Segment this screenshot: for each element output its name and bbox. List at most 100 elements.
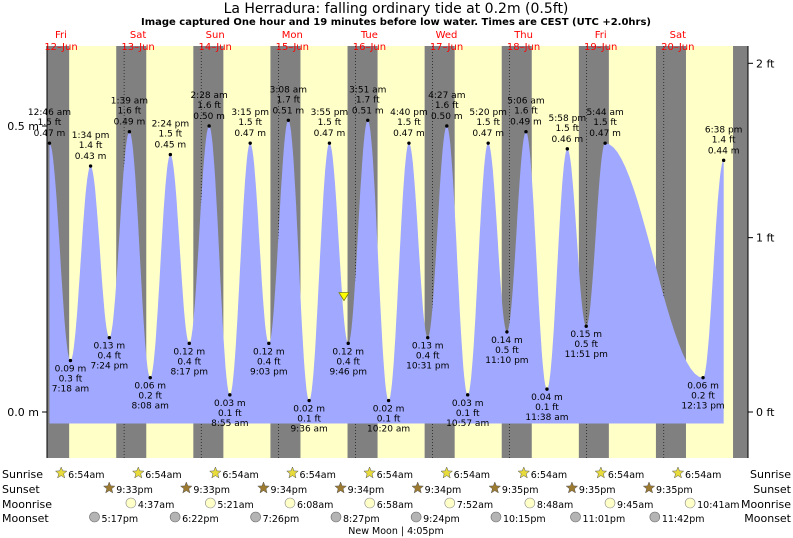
high-tide-meters: 0.47 m [472, 129, 504, 139]
date-label: 15–Jun [276, 42, 309, 53]
sunrise-icon [594, 466, 608, 479]
low-tide-feet: 0.1 ft [535, 403, 559, 413]
low-tide-feet: 0.4 ft [97, 352, 121, 362]
tide-point [228, 393, 232, 397]
tide-point [565, 147, 570, 151]
sunrise-time: 6:54am [222, 470, 258, 481]
sunset-time: 9:34pm [270, 485, 307, 496]
day-of-week-label: Fri [595, 30, 607, 41]
tide-point [187, 341, 191, 346]
low-tide-meters: 0.12 m [332, 347, 364, 357]
day-of-week-label: Sun [206, 30, 225, 41]
sun-moon-table: Sunrise Sunrise Sunset Sunset Moonrise Moonri… [2, 466, 792, 537]
right-tick-label: 0 ft [756, 406, 775, 419]
low-tide-feet: 0.5 ft [574, 340, 598, 350]
day-of-week-label: Mon [282, 30, 303, 41]
high-tide-time: 12:46 am [28, 108, 71, 118]
high-tide-meters: 0.47 m [34, 129, 66, 139]
date-label: 16–Jun [353, 42, 386, 53]
tide-point [207, 124, 211, 128]
tide-point [721, 158, 726, 163]
high-tide-meters: 0.50 m [431, 112, 463, 122]
high-tide-feet: 1.5 ft [38, 118, 62, 128]
high-tide-meters: 0.47 m [234, 129, 266, 139]
sunset-row-label-right: Sunset [753, 483, 791, 496]
tide-point [127, 130, 132, 134]
tide-point [584, 324, 588, 328]
moonset-time: 6:22pm [182, 514, 219, 525]
sunrise-icon [440, 466, 454, 479]
low-tide-time: 11:38 am [525, 413, 568, 423]
low-tide-feet: 0.5 ft [495, 346, 519, 356]
high-tide-meters: 0.51 m [352, 106, 384, 116]
sunrise-time: 6:54am [608, 470, 644, 481]
date-label: 17–Jun [430, 42, 463, 53]
sunset-icon [179, 481, 193, 494]
low-tide-time: 10:20 am [367, 425, 410, 435]
high-tide-feet: 1.5 ft [238, 118, 262, 128]
high-tide-feet: 1.6 ft [514, 107, 538, 117]
sunset-icon [488, 481, 502, 494]
sunrise-icon [209, 466, 222, 479]
low-tide-meters: 0.03 m [452, 399, 484, 409]
sunrise-icon [131, 466, 145, 479]
tide-point [701, 375, 705, 380]
moonrise-time: 7:52am [457, 500, 493, 511]
low-tide-time: 10:31 pm [406, 362, 449, 372]
moonrise-time: 4:37am [138, 500, 174, 511]
high-tide-feet: 1.6 ft [197, 101, 221, 111]
moonset-icon [570, 511, 581, 523]
moonset-icon [490, 511, 502, 523]
axes: 0.0 m 0.5 m 0 ft 1 ft 2 ft [7, 46, 775, 458]
sunset-time: 9:35pm [502, 485, 539, 496]
sunrise-icon [286, 466, 299, 479]
low-tide-time: 8:17 pm [170, 367, 208, 377]
low-tide-feet: 0.2 ft [691, 392, 715, 402]
low-tide-meters: 0.13 m [93, 342, 125, 352]
low-tide-meters: 0.12 m [253, 347, 285, 357]
high-tide-time: 2:28 am [190, 91, 227, 101]
sunset-time: 9:34pm [425, 485, 462, 496]
low-tide-feet: 0.4 ft [416, 352, 440, 362]
high-tide-meters: 0.47 m [589, 129, 621, 139]
tide-point [524, 130, 528, 134]
low-tide-meters: 0.15 m [570, 330, 602, 340]
high-tide-time: 1:34 pm [72, 131, 110, 141]
low-tide-time: 11:51 pm [565, 350, 608, 360]
tide-point [248, 141, 252, 145]
tide-point [286, 118, 291, 122]
moonset-time: 8:27pm [343, 514, 380, 525]
high-tide-feet: 1.5 ft [476, 118, 500, 128]
low-tide-time: 8:55 am [211, 419, 248, 429]
moonrise-time: 9:45am [617, 500, 653, 511]
day-of-week-label: Sat [130, 30, 146, 41]
sunrise-time: 6:54am [531, 470, 567, 481]
low-tide-meters: 0.13 m [412, 342, 444, 352]
tide-point [545, 387, 549, 391]
tide-point [426, 335, 430, 340]
sunset-icon [102, 481, 116, 494]
sunrise-row-label: Sunrise [2, 468, 43, 481]
sunrise-time: 6:54am [68, 470, 104, 481]
day-of-week-label: Sat [670, 30, 686, 41]
tide-point [486, 141, 490, 145]
tide-point [267, 341, 271, 346]
high-tide-time: 2:24 pm [152, 120, 190, 130]
moonrise-icon [125, 497, 137, 509]
moonset-icon [410, 511, 422, 523]
high-tide-meters: 0.49 m [510, 118, 542, 128]
sunrise-icon [671, 466, 685, 479]
sunrise-time: 6:54am [145, 470, 181, 481]
low-tide-time: 7:18 am [52, 385, 89, 395]
moonrise-icon [524, 497, 536, 509]
high-tide-feet: 1.6 ft [435, 101, 459, 111]
tide-point [47, 141, 52, 145]
moonrise-time: 8:48am [537, 500, 573, 511]
low-tide-meters: 0.02 m [293, 405, 325, 415]
low-tide-time: 9:03 pm [250, 367, 288, 377]
sunset-time: 9:33pm [193, 485, 230, 496]
tide-point [307, 398, 311, 403]
date-label: 19–Jun [584, 42, 617, 53]
low-tide-time: 8:08 am [132, 402, 169, 412]
low-tide-feet: 0.1 ft [377, 415, 401, 425]
